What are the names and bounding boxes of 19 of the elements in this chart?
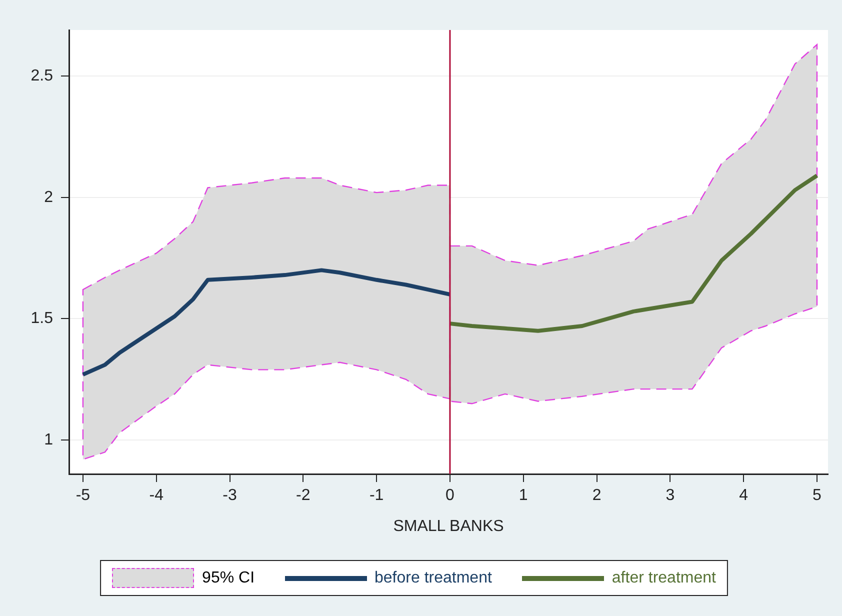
x-tick-label: -1 [369,487,384,504]
x-tick-label: 3 [666,487,675,504]
text: before treatment [374,569,492,586]
y-tick-label: 1 [44,431,54,448]
x-tick-label: 4 [739,487,748,504]
x-tick-label: 1 [518,487,528,504]
x-tick-label: 5 [812,487,822,504]
x-tick-label: -4 [149,487,164,504]
y-tick-label: 2.5 [30,68,54,85]
y-tick-label: 2 [44,188,54,206]
x-tick-label: -5 [76,487,90,504]
y-tick-label: 1.5 [30,310,54,328]
x-tick-label: 0 [446,487,455,504]
text: after treatment [612,569,717,586]
x-tick-label: -3 [222,487,237,504]
x-tick-label: 2 [592,487,602,504]
x-tick-label: -2 [296,487,310,504]
x-axis-title: SMALL BANKS [393,518,504,535]
text: 95% CI [202,569,255,586]
